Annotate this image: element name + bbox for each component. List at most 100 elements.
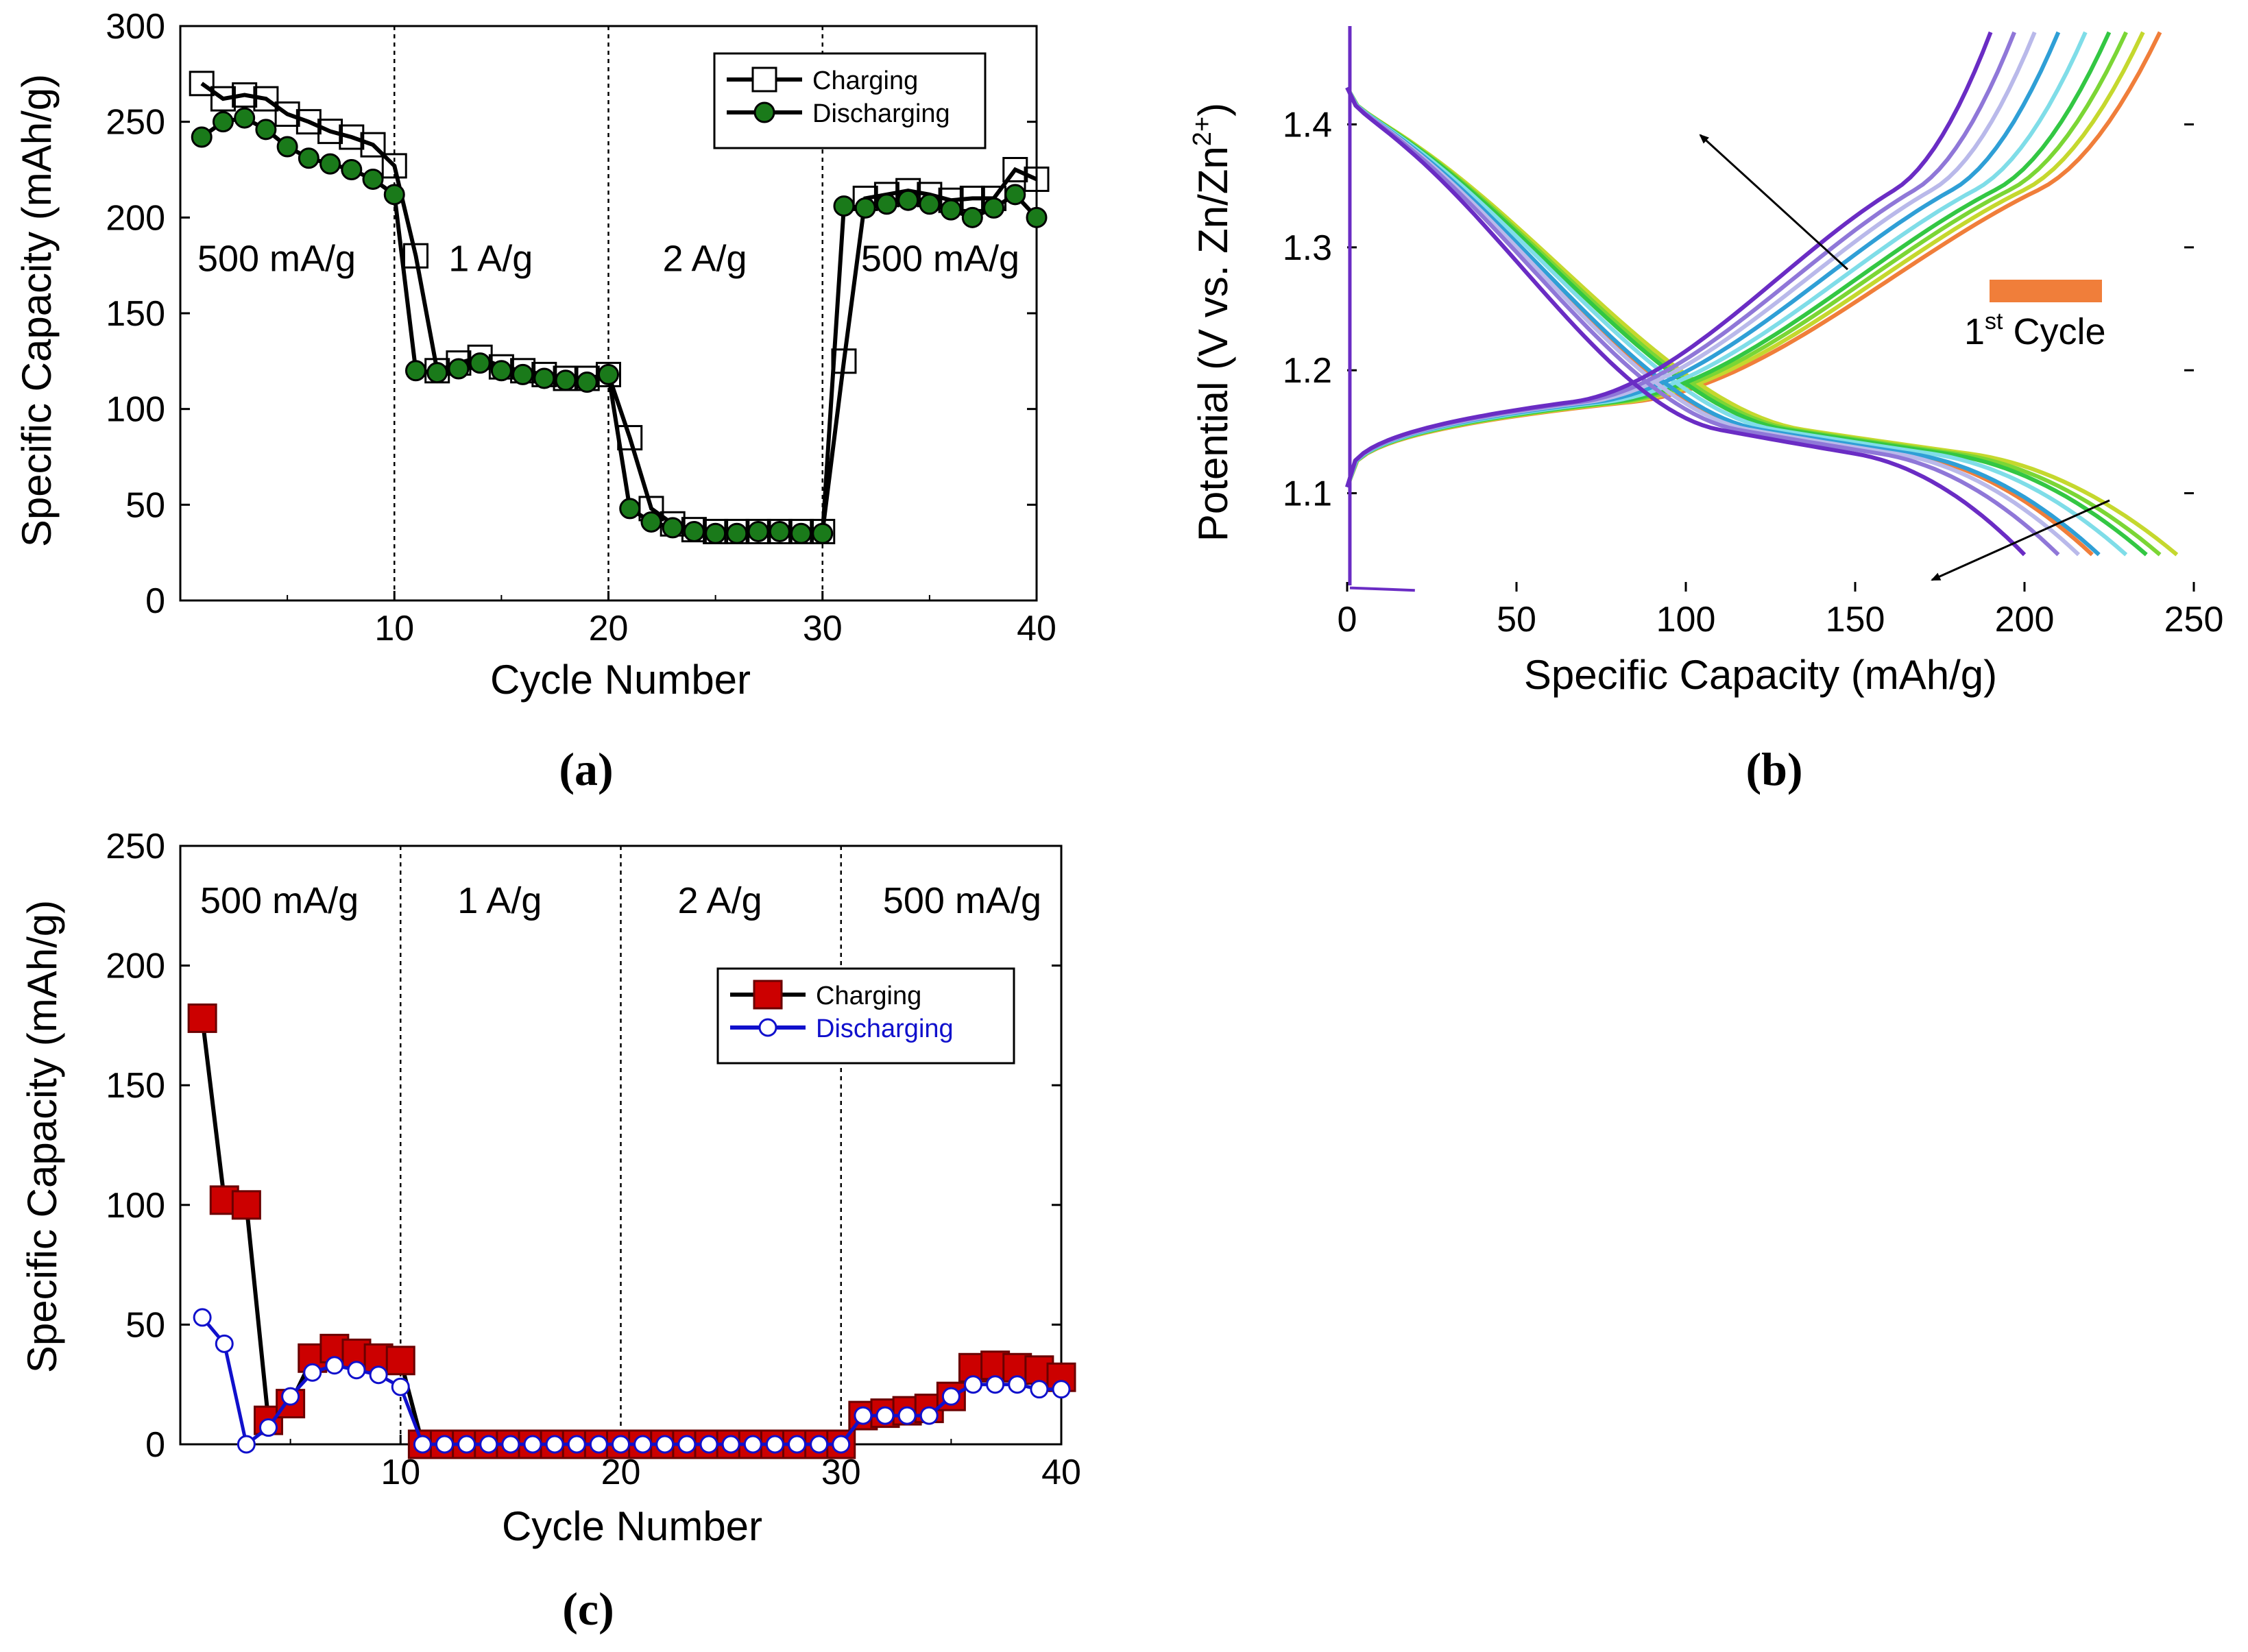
y-tick-label: 200 xyxy=(106,947,165,986)
panel-b-y-axis-title-sup: 2+ xyxy=(1188,117,1217,146)
y-tick-label: 0 xyxy=(145,581,165,621)
panel-c: 10 20 30 40 0 50 100 150 200 250 500 mA/g 1 A/g 2 A/… xyxy=(19,827,1081,1635)
legend-label-discharging: Discharging xyxy=(816,1015,954,1043)
discharging-point xyxy=(490,360,512,382)
discharging-point xyxy=(699,1435,718,1454)
discharging-point xyxy=(747,520,769,542)
discharging-point xyxy=(897,189,919,211)
y-tick-label: 250 xyxy=(106,103,165,143)
discharging-point xyxy=(259,1418,278,1437)
discharging-point xyxy=(875,1406,895,1425)
discharging-point xyxy=(555,369,577,391)
x-tick-label: 0 xyxy=(1338,600,1357,640)
discharging-point xyxy=(501,1435,520,1454)
discharging-point xyxy=(545,1435,564,1454)
discharging-point xyxy=(193,1308,212,1327)
series-line-charging xyxy=(200,1018,1062,1446)
rate-region-label: 500 mA/g xyxy=(861,239,1019,280)
discharging-point xyxy=(619,498,641,520)
discharging-point xyxy=(677,1435,697,1454)
panel-b-x-axis-title: Specific Capacity (mAh/g) xyxy=(1524,652,1997,698)
legend-label-discharging: Discharging xyxy=(812,99,950,128)
y-tick-label: 1.4 xyxy=(1283,105,1332,145)
discharging-point xyxy=(1008,1375,1027,1394)
y-tick-label: 1.3 xyxy=(1283,228,1332,268)
panel-b-y-axis-title: Potential (V vs. Zn/Zn2+) xyxy=(1188,103,1236,542)
discharging-point xyxy=(234,107,256,129)
trend-arrow-discharge xyxy=(1931,499,2110,581)
charging-point xyxy=(189,71,215,97)
discharging-point xyxy=(341,159,363,180)
x-tick-label: 150 xyxy=(1826,600,1885,640)
panel-c-x-axis-title: Cycle Number xyxy=(502,1503,762,1549)
charging-point xyxy=(381,153,407,179)
rate-region-label: 2 A/g xyxy=(662,239,747,280)
y-tick-label: 1.1 xyxy=(1283,474,1332,514)
discharging-point xyxy=(919,193,941,215)
discharging-point xyxy=(281,1387,300,1406)
rate-region-label: 500 mA/g xyxy=(200,880,359,921)
x-tick-label: 10 xyxy=(374,609,414,648)
panel-a: 10 20 30 40 0 50 100 150 200 250 300 500 mA/g 1 A/g 2… xyxy=(14,7,1056,795)
discharging-point xyxy=(683,520,705,542)
first-cycle-label: 1st Cycle xyxy=(1964,308,2106,352)
charging-point xyxy=(317,119,343,145)
first-cycle-label-sup: st xyxy=(1985,308,2003,335)
discharging-point xyxy=(567,1435,586,1454)
discharging-point xyxy=(854,1406,873,1425)
panel-c-caption: (c) xyxy=(562,1583,614,1635)
discharging-point xyxy=(1052,1380,1071,1399)
discharging-point xyxy=(655,1435,675,1454)
discharging-point xyxy=(854,197,876,219)
discharging-point xyxy=(413,1435,432,1454)
panel-a-x-axis-title: Cycle Number xyxy=(490,657,751,703)
discharging-point xyxy=(941,1387,960,1406)
discharging-point xyxy=(790,522,812,544)
panel-b: 0 50 100 150 200 250 1.1 1.2 1.3 1.4 1st Cycle Spe… xyxy=(1188,26,2223,795)
discharging-point xyxy=(212,111,234,133)
x-tick-label: 50 xyxy=(1497,600,1536,640)
y-tick-label: 300 xyxy=(106,7,165,47)
discharging-point xyxy=(435,1435,454,1454)
charging-point xyxy=(360,132,386,158)
y-tick-label: 0 xyxy=(145,1425,165,1465)
discharge-curve xyxy=(1345,86,2081,557)
x-tick-label: 100 xyxy=(1656,600,1716,640)
charging-point xyxy=(253,86,279,112)
charging-point xyxy=(210,86,236,112)
discharging-point xyxy=(964,1375,982,1394)
charging-point xyxy=(295,109,322,135)
discharging-point xyxy=(319,153,341,175)
first-cycle-label-number: 1 xyxy=(1964,311,1985,352)
1st-cycle-swatch xyxy=(1990,280,2102,302)
legend-label-charging: Charging xyxy=(816,982,921,1010)
rate-region-label: 500 mA/g xyxy=(883,880,1041,921)
legend-marker xyxy=(751,66,777,93)
charging-point xyxy=(385,1346,415,1376)
discharging-point xyxy=(347,1361,366,1380)
x-tick-label: 40 xyxy=(1017,609,1056,648)
discharging-point xyxy=(662,517,684,539)
panel-a-y-axis-title: Specific Capacity (mAh/g) xyxy=(14,74,60,547)
discharging-point xyxy=(983,197,1005,219)
charge-curve xyxy=(1345,31,1993,488)
y-tick-label: 50 xyxy=(125,1305,165,1345)
discharging-point xyxy=(479,1435,498,1454)
discharging-point xyxy=(325,1356,344,1375)
discharging-point xyxy=(1026,206,1048,228)
y-tick-label: 1.2 xyxy=(1283,351,1332,391)
panel-b-plot-area: 0 50 100 150 200 250 1.1 1.2 1.3 1.4 1st Cycle xyxy=(1283,26,2223,640)
discharging-point xyxy=(362,168,384,190)
rate-region-label: 1 A/g xyxy=(448,239,533,280)
discharging-point xyxy=(255,119,277,141)
legend-marker xyxy=(753,980,783,1010)
panel-b-caption: (b) xyxy=(1745,743,1802,795)
discharging-point xyxy=(426,362,448,384)
discharging-point xyxy=(457,1435,476,1454)
discharging-point xyxy=(383,184,405,206)
discharging-point xyxy=(812,522,834,544)
rate-region-label: 2 A/g xyxy=(678,880,762,921)
charging-point xyxy=(274,101,300,127)
panel-a-caption: (a) xyxy=(559,743,613,795)
